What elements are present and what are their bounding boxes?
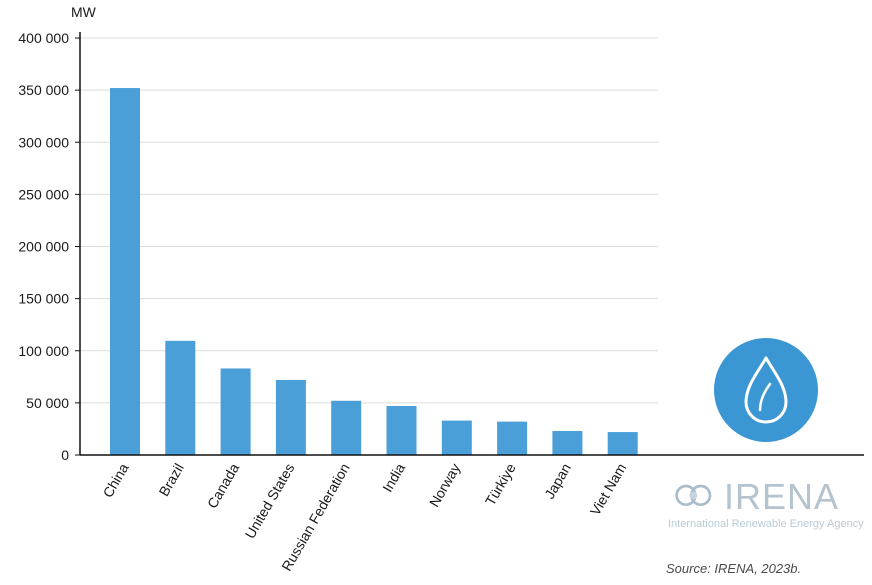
logo-subtitle: International Renewable Energy Agency (668, 518, 864, 530)
x-tick-label: India (379, 460, 408, 494)
y-tick-label: 50 000 (26, 395, 69, 411)
logo-name: IRENA (724, 476, 840, 517)
y-tick-label: 300 000 (18, 134, 69, 150)
bar-united-states (275, 379, 306, 455)
unit-label: MW (71, 4, 97, 20)
bar-russian-federation (331, 400, 362, 455)
x-tick-label: Viet Nam (587, 461, 630, 519)
x-tick-label: Norway (426, 461, 464, 510)
y-tick-label: 350 000 (18, 82, 69, 98)
bar-norway (441, 420, 472, 455)
y-tick-label: 400 000 (18, 30, 69, 46)
bar-india (386, 406, 417, 455)
y-tick-label: 250 000 (18, 186, 69, 202)
irena-logo-icon (675, 484, 712, 506)
y-tick-label: 200 000 (18, 239, 69, 255)
x-tick-label: China (99, 460, 131, 500)
y-tick-label: 150 000 (18, 291, 69, 307)
x-tick-label: Canada (204, 460, 242, 511)
x-tick-label: United States (242, 461, 298, 542)
source-note: Source: IRENA, 2023b. (666, 561, 802, 576)
bar-china (110, 88, 140, 455)
x-tick-label: Brazil (156, 461, 187, 499)
bar-canada (220, 368, 251, 455)
y-tick-label: 0 (61, 447, 69, 463)
bars (110, 88, 638, 455)
bar-brazil (165, 340, 196, 455)
y-axis-ticks: 0 50 000 100 000 150 000 200 000 250 000 300 0… (18, 30, 80, 463)
bar-t-rkiye (497, 421, 528, 455)
bar-viet-nam (607, 432, 638, 455)
y-tick-label: 100 000 (18, 343, 69, 359)
x-tick-label: Türkiye (482, 460, 519, 508)
water-drop-icon (714, 338, 818, 442)
bar-japan (552, 431, 583, 455)
x-tick-label: Japan (541, 461, 574, 502)
